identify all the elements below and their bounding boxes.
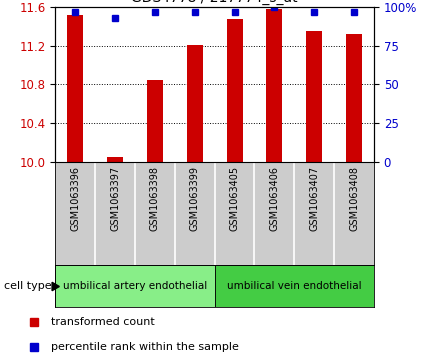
Bar [346, 34, 362, 162]
Text: GSM1063397: GSM1063397 [110, 166, 120, 231]
Text: GSM1063408: GSM1063408 [349, 166, 359, 231]
Bar [55, 265, 215, 307]
Bar [227, 19, 243, 162]
Text: transformed count: transformed count [51, 318, 155, 327]
Text: GSM1063399: GSM1063399 [190, 166, 200, 231]
Bar [266, 9, 282, 162]
Bar [67, 15, 83, 162]
Text: umbilical vein endothelial: umbilical vein endothelial [227, 281, 362, 291]
Text: percentile rank within the sample: percentile rank within the sample [51, 342, 239, 352]
Bar [187, 45, 203, 162]
Text: umbilical artery endothelial: umbilical artery endothelial [63, 281, 207, 291]
Bar [306, 31, 322, 162]
Bar [107, 157, 123, 162]
Text: GSM1063396: GSM1063396 [70, 166, 80, 231]
Text: GSM1063405: GSM1063405 [230, 166, 240, 231]
Bar [147, 79, 163, 162]
Text: GSM1063406: GSM1063406 [269, 166, 279, 231]
Text: GSM1063407: GSM1063407 [309, 166, 319, 231]
Text: cell type: cell type [4, 281, 52, 291]
Text: GSM1063398: GSM1063398 [150, 166, 160, 231]
Bar [215, 265, 374, 307]
Title: GDS4778 / 217774_s_at: GDS4778 / 217774_s_at [131, 0, 298, 5]
